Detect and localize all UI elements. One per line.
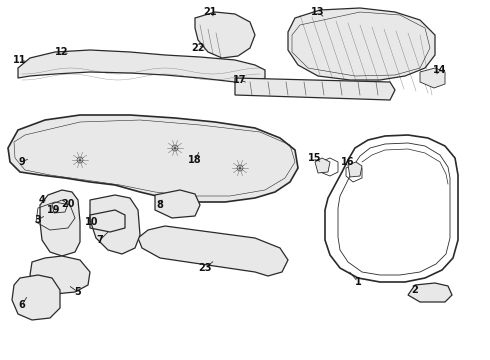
Text: 9: 9 <box>19 157 25 167</box>
Polygon shape <box>18 50 265 83</box>
Text: 17: 17 <box>233 75 247 85</box>
Text: 22: 22 <box>191 43 205 53</box>
Text: 16: 16 <box>341 157 355 167</box>
Text: 10: 10 <box>85 217 99 227</box>
Text: 14: 14 <box>433 65 447 75</box>
Text: 12: 12 <box>55 47 69 57</box>
Text: 21: 21 <box>203 7 217 17</box>
Text: 1: 1 <box>355 277 362 287</box>
Text: 4: 4 <box>39 195 46 205</box>
Polygon shape <box>8 115 298 202</box>
Text: 3: 3 <box>35 215 41 225</box>
Text: 15: 15 <box>308 153 322 163</box>
Text: 8: 8 <box>157 200 164 210</box>
Polygon shape <box>90 195 140 254</box>
Text: 19: 19 <box>47 205 61 215</box>
Text: 6: 6 <box>19 300 25 310</box>
Polygon shape <box>235 78 395 100</box>
Polygon shape <box>315 158 330 173</box>
Polygon shape <box>12 275 60 320</box>
Text: 5: 5 <box>74 287 81 297</box>
Text: 11: 11 <box>13 55 27 65</box>
Polygon shape <box>138 226 288 276</box>
Text: 7: 7 <box>97 235 103 245</box>
Text: 18: 18 <box>188 155 202 165</box>
Text: 13: 13 <box>311 7 325 17</box>
Polygon shape <box>30 256 90 294</box>
Polygon shape <box>408 283 452 302</box>
Polygon shape <box>420 68 445 88</box>
Polygon shape <box>40 190 80 256</box>
Polygon shape <box>155 190 200 218</box>
Text: 23: 23 <box>198 263 212 273</box>
Text: 20: 20 <box>61 199 75 209</box>
Polygon shape <box>348 162 362 177</box>
Polygon shape <box>288 8 435 80</box>
Text: 2: 2 <box>412 285 418 295</box>
Polygon shape <box>195 12 255 58</box>
